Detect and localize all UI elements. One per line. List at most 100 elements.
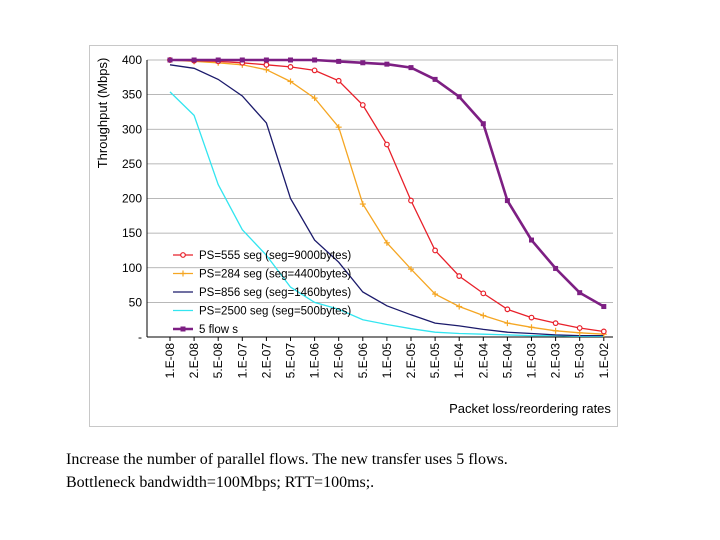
data-point <box>191 57 197 63</box>
x-tick-label: 1.E-05 <box>380 343 394 379</box>
data-point <box>263 57 269 63</box>
data-point <box>432 76 438 82</box>
legend-entry: PS=284 seg (seg=4400bytes) <box>173 269 351 281</box>
y-tick-label: 400 <box>122 53 142 67</box>
x-tick-label: 1.E-06 <box>308 343 322 379</box>
data-point <box>287 64 294 70</box>
data-point <box>456 303 463 310</box>
data-point <box>180 270 186 277</box>
data-point <box>239 57 245 63</box>
data-point <box>383 239 390 246</box>
legend-label: PS=284 seg (seg=4400bytes) <box>199 269 351 281</box>
data-point <box>408 65 414 71</box>
legend-label: PS=2500 seg (seg=500bytes) <box>199 306 351 318</box>
x-tick-label: 2.E-05 <box>404 343 418 379</box>
data-point <box>180 326 186 332</box>
data-point <box>504 320 511 327</box>
x-tick-labels: 1.E-08 2.E-08 5.E-08 1.E-07 2.E-07 5.E-07 1.E-… <box>163 343 611 379</box>
y-axis-title: Throughput (Mbps) <box>95 58 110 169</box>
x-tick-label: 5.E-06 <box>356 343 370 379</box>
y-tick-label: 350 <box>122 88 142 102</box>
data-point <box>529 237 534 243</box>
data-point <box>552 327 559 334</box>
x-tick-label: 1.E-07 <box>235 343 249 379</box>
x-tick-label: 2.E-06 <box>332 343 346 379</box>
data-point <box>360 60 366 66</box>
data-point <box>311 95 318 102</box>
data-point <box>456 273 463 279</box>
y-tick-label: 300 <box>122 122 142 136</box>
y-tick-label: 200 <box>122 192 142 206</box>
x-tick-label: 2.E-08 <box>187 343 201 379</box>
caption-line-2: Bottleneck bandwidth=100Mbps; RTT=100ms;… <box>66 474 375 491</box>
x-tick-label: 5.E-07 <box>284 343 298 379</box>
x-tick-label: 5.E-04 <box>500 343 514 379</box>
data-point <box>312 57 318 63</box>
axes <box>146 60 613 341</box>
data-point <box>528 314 535 321</box>
legend-entry: 5 flow s <box>173 324 238 336</box>
y-tick-label: 50 <box>129 295 143 309</box>
data-point <box>167 57 173 63</box>
data-point <box>576 325 583 331</box>
x-tick-label: 1.E-08 <box>163 343 177 379</box>
series-line <box>169 91 604 337</box>
data-point <box>408 197 414 204</box>
legend-entry: PS=856 seg (seg=1460bytes) <box>173 287 351 299</box>
series-5 <box>167 57 607 310</box>
data-point <box>215 57 221 63</box>
y-tick-label: 250 <box>122 157 142 171</box>
data-point <box>359 102 366 108</box>
x-tick-label: 5.E-03 <box>573 343 587 379</box>
x-tick-label: 2.E-03 <box>549 343 563 379</box>
data-point <box>601 304 607 310</box>
data-point <box>553 265 559 271</box>
legend-entry: PS=2500 seg (seg=500bytes) <box>173 306 351 318</box>
y-tick-label: - <box>138 330 142 344</box>
x-tick-label: 5.E-05 <box>428 343 442 379</box>
x-tick-label: 2.E-04 <box>476 343 490 379</box>
grid-lines <box>147 59 613 303</box>
data-point <box>384 61 390 67</box>
legend-label: 5 flow s <box>199 324 238 336</box>
data-point <box>287 78 294 85</box>
data-point <box>552 320 559 327</box>
data-point <box>480 312 487 319</box>
data-point <box>288 57 293 63</box>
y-tick-label: 150 <box>122 226 142 240</box>
data-point <box>480 121 486 127</box>
x-tick-label: 1.E-03 <box>525 343 539 379</box>
x-tick-label: 2.E-07 <box>259 343 273 379</box>
x-tick-label: 1.E-02 <box>597 343 611 379</box>
series-4 <box>169 91 604 337</box>
x-tick-label: 5.E-08 <box>211 343 225 379</box>
data-point <box>335 77 342 84</box>
y-tick-labels: - 50 100 150 200 250 300 350 400 <box>122 53 142 344</box>
x-axis-title: Packet loss/reordering rates <box>449 401 611 416</box>
x-tick-label: 1.E-04 <box>452 343 466 379</box>
data-point <box>359 201 366 208</box>
data-point <box>180 252 186 258</box>
data-point <box>263 61 270 68</box>
series <box>167 57 607 338</box>
y-tick-label: 100 <box>122 261 142 275</box>
data-point <box>600 328 607 335</box>
data-point <box>456 94 462 100</box>
data-point <box>480 290 487 297</box>
legend: PS=555 seg (seg=9000bytes) PS=284 seg (se… <box>173 250 351 336</box>
data-point <box>335 124 342 131</box>
series-3 <box>169 64 604 337</box>
caption-line-1: Increase the number of parallel flows. T… <box>66 451 508 468</box>
data-point <box>432 247 439 254</box>
series-line <box>169 64 604 337</box>
data-point <box>528 324 535 331</box>
data-point <box>504 198 510 204</box>
legend-label: PS=555 seg (seg=9000bytes) <box>199 250 351 262</box>
data-point <box>577 290 583 296</box>
data-point <box>504 306 511 313</box>
legend-entry: PS=555 seg (seg=9000bytes) <box>173 250 351 262</box>
data-point <box>311 67 318 74</box>
data-point <box>384 141 390 148</box>
legend-label: PS=856 seg (seg=1460bytes) <box>199 287 351 299</box>
